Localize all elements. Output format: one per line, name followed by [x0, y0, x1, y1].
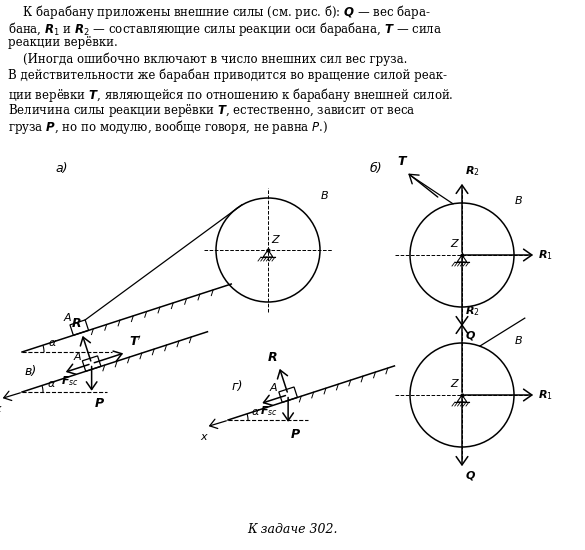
- Text: $\boldsymbol{Q}$: $\boldsymbol{Q}$: [465, 469, 476, 482]
- Text: $\boldsymbol{R}_2$: $\boldsymbol{R}_2$: [465, 164, 480, 178]
- Text: К задаче 302.: К задаче 302.: [247, 523, 337, 536]
- Text: $\boldsymbol{F}_{sc}$: $\boldsymbol{F}_{sc}$: [61, 374, 79, 388]
- Text: $\boldsymbol{Q}$: $\boldsymbol{Q}$: [465, 329, 476, 342]
- Text: г): г): [232, 380, 243, 393]
- Text: бана, $\boldsymbol{R}_1$ и $\boldsymbol{R}_2$ — составляющие силы реакции оси ба: бана, $\boldsymbol{R}_1$ и $\boldsymbol{…: [8, 19, 442, 37]
- Text: Z: Z: [450, 379, 458, 389]
- Text: A: A: [74, 352, 81, 362]
- Text: $\boldsymbol{P}$: $\boldsymbol{P}$: [290, 428, 301, 441]
- Text: $\alpha$: $\alpha$: [251, 407, 260, 417]
- Text: $x$: $x$: [0, 404, 2, 414]
- Text: $\boldsymbol{R}_1$: $\boldsymbol{R}_1$: [538, 248, 553, 262]
- Text: $\alpha$: $\alpha$: [47, 379, 56, 389]
- Text: груза $\boldsymbol{P}$, но по модулю, вообще говоря, не равна $P$.): груза $\boldsymbol{P}$, но по модулю, во…: [8, 118, 328, 136]
- Text: A: A: [270, 383, 278, 393]
- Text: В действительности же барабан приводится во вращение силой реак-: В действительности же барабан приводится…: [8, 69, 447, 82]
- Text: $\boldsymbol{T}'$: $\boldsymbol{T}'$: [129, 334, 142, 349]
- Text: $\boldsymbol{R}$: $\boldsymbol{R}$: [71, 317, 81, 330]
- Text: а): а): [55, 162, 67, 175]
- Text: $\boldsymbol{R}_1$: $\boldsymbol{R}_1$: [538, 388, 553, 402]
- Text: Z: Z: [450, 239, 458, 249]
- Text: $\boldsymbol{R}_2$: $\boldsymbol{R}_2$: [465, 304, 480, 318]
- Text: $\alpha$: $\alpha$: [48, 338, 57, 348]
- Text: в): в): [25, 365, 37, 378]
- Text: B: B: [515, 336, 522, 346]
- Text: A: A: [63, 313, 71, 323]
- Text: B: B: [321, 191, 329, 201]
- Text: реакции верёвки.: реакции верёвки.: [8, 36, 118, 49]
- Text: К барабану приложены внешние силы (см. рис. б): $\boldsymbol{Q}$ — вес бара-: К барабану приложены внешние силы (см. р…: [8, 3, 431, 21]
- Text: Величина силы реакции верёвки $\boldsymbol{T}$, естественно, зависит от веса: Величина силы реакции верёвки $\boldsymb…: [8, 102, 415, 119]
- Text: б): б): [370, 162, 383, 175]
- Text: (Иногда ошибочно включают в число внешних сил вес груза.: (Иногда ошибочно включают в число внешни…: [8, 52, 407, 66]
- Text: ции верёвки $\boldsymbol{T}$, являющейся по отношению к барабану внешней силой.: ции верёвки $\boldsymbol{T}$, являющейся…: [8, 85, 453, 103]
- Text: $\boldsymbol{T}$: $\boldsymbol{T}$: [397, 155, 409, 168]
- Text: $\boldsymbol{F}_{sc}$: $\boldsymbol{F}_{sc}$: [260, 405, 278, 419]
- Text: $x$: $x$: [199, 432, 208, 442]
- Text: $\boldsymbol{P}$: $\boldsymbol{P}$: [94, 397, 105, 410]
- Text: $\boldsymbol{R}$: $\boldsymbol{R}$: [267, 351, 278, 364]
- Text: B: B: [515, 196, 522, 206]
- Text: Z: Z: [271, 235, 278, 245]
